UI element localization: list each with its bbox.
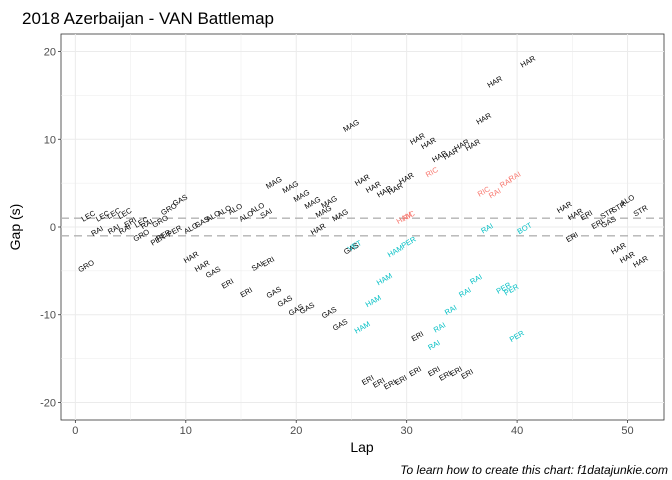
y-tick-label: 20 [44,47,56,59]
chart-title: 2018 Azerbaijan - VAN Battlemap [22,9,274,28]
x-tick-label: 30 [401,425,413,437]
reference-lines [61,217,664,237]
y-tick-label: 0 [50,222,56,234]
x-tick-label: 40 [511,425,523,437]
y-tick-label: -20 [40,397,56,409]
y-tick-label: -10 [40,310,56,322]
x-axis-title: Lap [350,439,374,455]
chart-caption: To learn how to create this chart: f1dat… [400,463,668,477]
axes: 0 10 20 30 40 50 -20 -10 0 10 20 [40,47,634,437]
gridlines [61,34,664,420]
y-axis-title: Gap (s) [7,204,23,251]
x-tick-label: 20 [290,425,302,437]
x-tick-label: 10 [180,425,192,437]
y-tick-label: 10 [44,134,56,146]
x-tick-label: 0 [72,425,78,437]
x-tick-label: 50 [621,425,633,437]
